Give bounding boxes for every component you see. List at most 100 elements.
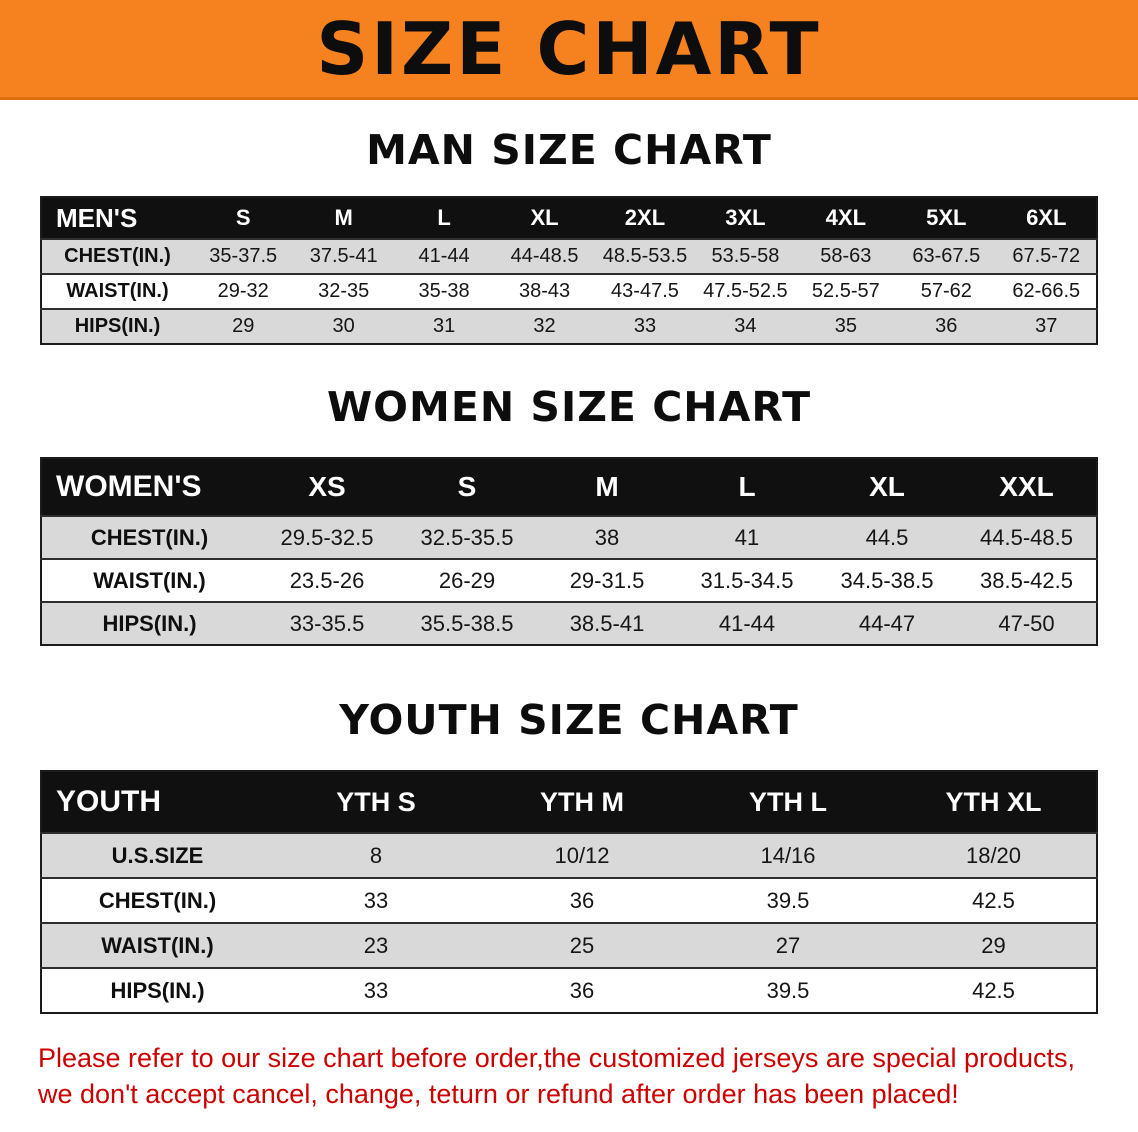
size-column-header: YTH XL: [891, 771, 1097, 833]
measurement-value: 48.5-53.5: [602, 245, 688, 267]
youth-size-table: YOUTH YTH S YTH M YTH L YTH XL U.S.SIZE 8 10/12…: [40, 770, 1098, 1014]
men-section: MAN SIZE CHART MEN'S S M L XL 2XL 3XL 4XL 5XL 6XL…: [0, 100, 1138, 345]
measurement-value: 25: [569, 932, 595, 958]
measurement-row: CHEST(IN.) 33 36 39.5 42.5: [41, 878, 1097, 923]
table-title-cell: MEN'S: [41, 197, 193, 239]
measurement-value: 33-35.5: [289, 610, 365, 636]
measurement-value: 36: [935, 315, 958, 337]
size-column-header: 3XL: [695, 197, 796, 239]
measurement-value: 29: [981, 932, 1006, 958]
measurement-value: 53.5-58: [711, 245, 780, 267]
measurement-label: WAIST(IN.): [93, 567, 206, 593]
men-size-table: MEN'S S M L XL 2XL 3XL 4XL 5XL 6XL CHEST(IN.) 35-37…: [40, 196, 1098, 345]
table-title-cell: WOMEN'S: [41, 458, 257, 516]
measurement-value: 67.5-72: [1012, 245, 1081, 267]
measurement-row: WAIST(IN.) 29-32 32-35 35-38 38-43 43-47.5 47.…: [41, 274, 1097, 309]
measurement-value: 29-32: [217, 280, 269, 302]
measurement-value: 39.5: [766, 977, 810, 1003]
measurement-row: HIPS(IN.) 33 36 39.5 42.5: [41, 968, 1097, 1013]
measurement-label: HIPS(IN.): [110, 977, 205, 1003]
size-column-header: S: [397, 458, 537, 516]
measurement-value: 27: [775, 932, 801, 958]
size-column-header: 4XL: [795, 197, 897, 239]
measurement-value: 35.5-38.5: [420, 610, 514, 636]
measurement-value: 38.5-41: [569, 610, 645, 636]
measurement-value: 8: [369, 842, 383, 868]
measurement-value: 41-44: [418, 245, 470, 267]
measurement-value: 35-38: [418, 280, 470, 302]
disclaimer-line-1: Please refer to our size chart before or…: [38, 1043, 1076, 1073]
measurement-value: 34.5-38.5: [840, 567, 934, 593]
measurement-value: 41-44: [718, 610, 776, 636]
measurement-value: 33: [633, 315, 657, 337]
size-column-header: 5XL: [896, 197, 997, 239]
measurement-value: 47.5-52.5: [703, 280, 788, 302]
measurement-value: 38: [594, 524, 620, 550]
measurement-value: 38.5-42.5: [980, 567, 1073, 593]
measurement-value: 47-50: [998, 610, 1055, 636]
size-column-header: M: [537, 458, 677, 516]
size-column-header: 2XL: [594, 197, 696, 239]
measurement-value: 31: [432, 315, 456, 337]
women-section: WOMEN SIZE CHART WOMEN'S XS S M L XL XXL CHEST(…: [0, 345, 1138, 646]
page-title: SIZE CHART: [316, 6, 822, 91]
measurement-row: CHEST(IN.) 35-37.5 37.5-41 41-44 44-48.5 48.5…: [41, 239, 1097, 274]
measurement-value: 42.5: [972, 887, 1015, 913]
measurement-value: 43-47.5: [611, 280, 679, 302]
measurement-row: U.S.SIZE 8 10/12 14/16 18/20: [41, 833, 1097, 878]
measurement-value: 36: [569, 977, 595, 1003]
measurement-value: 23: [363, 932, 389, 958]
measurement-value: 44.5: [865, 524, 909, 550]
size-column-header: YTH L: [685, 771, 891, 833]
measurement-value: 57-62: [920, 280, 972, 302]
measurement-value: 63-67.5: [912, 245, 981, 267]
measurement-value: 44.5-48.5: [980, 524, 1073, 550]
measurement-value: 10/12: [554, 842, 610, 868]
women-section-heading: WOMEN SIZE CHART: [326, 383, 812, 431]
measurement-label: CHEST(IN.): [98, 887, 217, 913]
youth-section-heading: YOUTH SIZE CHART: [339, 696, 799, 744]
size-column-header: L: [677, 458, 817, 516]
measurement-value: 39.5: [766, 887, 810, 913]
measurement-value: 32-35: [318, 280, 370, 302]
measurement-label: HIPS(IN.): [102, 610, 197, 636]
measurement-label: HIPS(IN.): [74, 315, 161, 337]
measurement-value: 35: [834, 315, 857, 337]
measurement-label: CHEST(IN.): [64, 245, 171, 267]
measurement-value: 36: [569, 887, 595, 913]
size-column-header: 6XL: [996, 197, 1097, 239]
measurement-value: 32: [533, 315, 556, 337]
disclaimer: Please refer to our size chart before or…: [38, 1040, 1100, 1113]
measurement-row: WAIST(IN.) 23 25 27 29: [41, 923, 1097, 968]
measurement-value: 29-31.5: [569, 567, 645, 593]
measurement-value: 52.5-57: [811, 280, 880, 302]
measurement-value: 58-63: [820, 245, 872, 267]
measurement-value: 31.5-34.5: [700, 567, 794, 593]
measurement-value: 30: [332, 315, 355, 337]
measurement-value: 37.5-41: [309, 245, 378, 267]
size-column-header: XL: [817, 458, 957, 516]
men-section-heading: MAN SIZE CHART: [366, 126, 772, 174]
size-column-header: S: [193, 197, 294, 239]
measurement-value: 14/16: [760, 842, 816, 868]
measurement-label: WAIST(IN.): [101, 932, 214, 958]
size-column-header: XXL: [957, 458, 1097, 516]
measurement-label: WAIST(IN.): [66, 280, 169, 302]
measurement-row: HIPS(IN.) 29 30 31 32 33 34 35 36 37: [41, 309, 1097, 344]
measurement-row: WAIST(IN.) 23.5-26 26-29 29-31.5 31.5-34.5 34…: [41, 559, 1097, 602]
measurement-value: 44-47: [858, 610, 916, 636]
table-header-row: MEN'S S M L XL 2XL 3XL 4XL 5XL 6XL: [41, 197, 1097, 239]
measurement-value: 62-66.5: [1012, 280, 1081, 302]
measurement-row: CHEST(IN.) 29.5-32.5 32.5-35.5 38 41 44.5 44.5…: [41, 516, 1097, 559]
measurement-value: 29.5-32.5: [280, 524, 374, 550]
women-size-table: WOMEN'S XS S M L XL XXL CHEST(IN.) 29.5-32.5 32.5…: [40, 457, 1098, 646]
size-column-header: YTH M: [479, 771, 685, 833]
size-column-header: XS: [257, 458, 397, 516]
measurement-value: 29: [232, 315, 255, 337]
table-header-row: WOMEN'S XS S M L XL XXL: [41, 458, 1097, 516]
measurement-value: 41: [734, 524, 760, 550]
measurement-value: 34: [734, 315, 757, 337]
youth-section: YOUTH SIZE CHART YOUTH YTH S YTH M YTH L YTH…: [0, 646, 1138, 1014]
measurement-label: U.S.SIZE: [111, 842, 204, 868]
